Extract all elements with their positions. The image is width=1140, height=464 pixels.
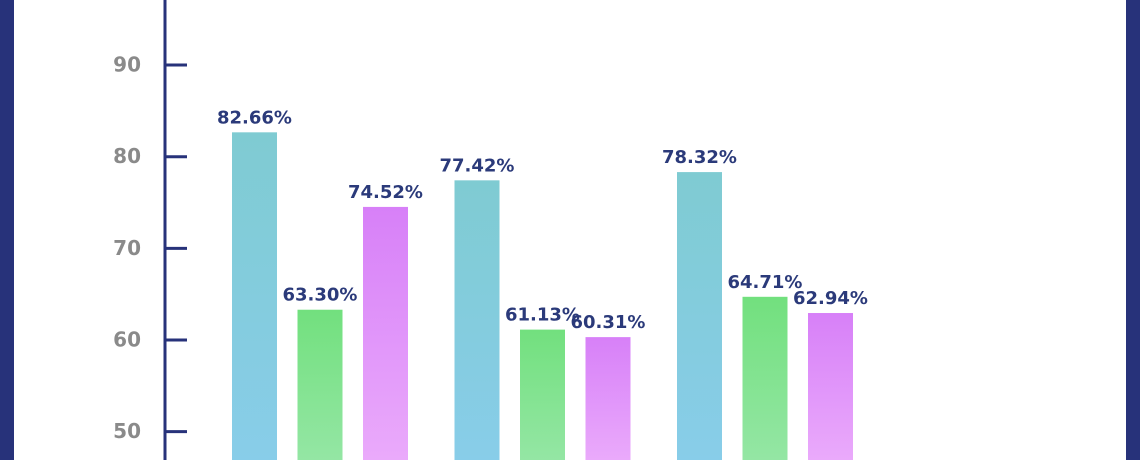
bar: [585, 337, 631, 460]
value-label: 61.13%: [505, 305, 580, 326]
bar: [520, 329, 565, 460]
value-label: 63.30%: [283, 285, 358, 306]
y-tick-label: 90: [113, 53, 141, 77]
bar: [742, 296, 788, 460]
value-label: 77.42%: [440, 155, 515, 176]
frame-left: [0, 0, 14, 460]
bar: [454, 180, 500, 460]
frame-right: [1126, 0, 1140, 460]
value-label: 60.31%: [571, 312, 646, 333]
bar: [297, 309, 343, 460]
value-label: 64.71%: [728, 272, 803, 293]
value-label: 74.52%: [348, 182, 423, 203]
y-tick-label: 60: [113, 327, 141, 351]
bar: [677, 172, 722, 460]
value-label: 82.66%: [217, 107, 292, 128]
bar: [808, 313, 853, 460]
y-tick-label: 70: [113, 236, 141, 260]
bar: [363, 206, 408, 460]
value-label: 78.32%: [662, 147, 737, 168]
y-tick-label: 50: [113, 419, 141, 443]
value-label: 62.94%: [793, 288, 868, 309]
bar: [232, 132, 277, 460]
y-tick-label: 80: [113, 144, 141, 168]
